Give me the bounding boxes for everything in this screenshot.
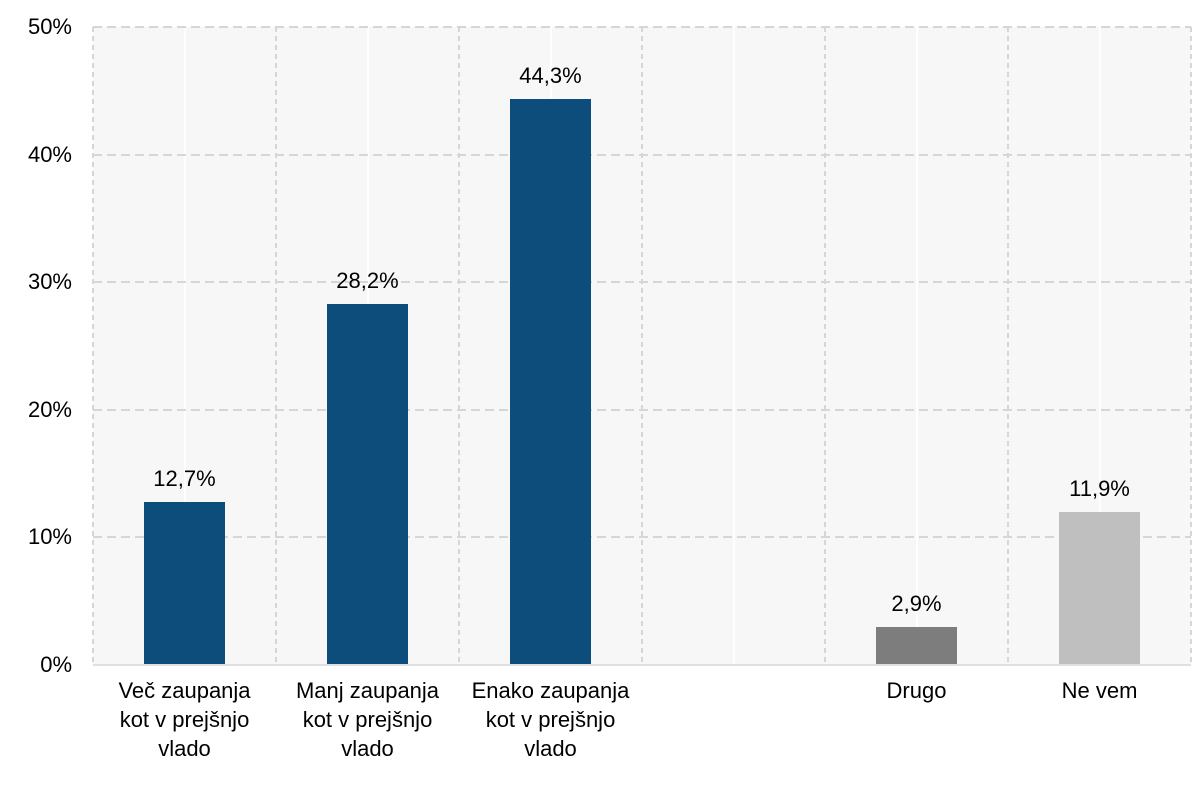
y-axis-tick-label: 10% <box>27 524 72 550</box>
x-axis-label-line: vlado <box>341 736 394 761</box>
category-center-line <box>915 27 918 665</box>
x-axis-category-label: Več zaupanja kot v prejšnjo vlado <box>81 676 288 763</box>
x-axis-label-line: vlado <box>158 736 211 761</box>
y-axis-tick-label: 30% <box>27 269 72 295</box>
x-axis-label-line: Več zaupanja <box>118 678 251 703</box>
vertical-gridline <box>824 27 826 665</box>
x-axis-label-line: vlado <box>524 736 577 761</box>
vertical-gridline <box>1007 27 1009 665</box>
bar-ve-zaupanja-kot-v-prej-njo-vlado <box>144 501 225 664</box>
bar-enako-zaupanja-kot-v-prej-njo-vlado <box>510 98 591 664</box>
x-axis-line <box>93 664 1191 666</box>
bar-value-label-drugo: 2,9% <box>891 590 942 616</box>
bar-value-label-ne-vem: 11,9% <box>1069 476 1130 502</box>
bar-value-label-manj-zaupanja-kot-v-prej-njo-vlado: 28,2% <box>336 268 399 294</box>
y-axis-tick-label: 40% <box>27 141 72 167</box>
bar-drugo <box>876 626 957 664</box>
y-axis-tick-label: 0% <box>40 652 72 677</box>
x-axis-label-line: kot v prejšnjo <box>302 707 433 732</box>
vertical-gridline <box>1190 27 1192 665</box>
x-axis-label-line: Ne vem <box>1061 678 1138 703</box>
horizontal-gridline <box>93 153 1191 156</box>
x-axis-category-label: Drugo <box>813 676 1020 705</box>
x-axis-label-line: kot v prejšnjo <box>485 707 616 732</box>
bar-value-label-ve-zaupanja-kot-v-prej-njo-vlado: 12,7% <box>153 465 216 491</box>
horizontal-gridline <box>93 281 1191 284</box>
vertical-gridline <box>92 27 94 665</box>
bar-ne-vem <box>1059 512 1140 664</box>
vertical-gridline <box>275 27 277 665</box>
x-axis-label-line: Enako zaupanja <box>471 678 630 703</box>
x-axis-category-label: Manj zaupanja kot v prejšnjo vlado <box>264 676 471 763</box>
vertical-gridline <box>641 27 643 665</box>
y-axis-tick-label: 20% <box>27 396 72 422</box>
bar-value-label-enako-zaupanja-kot-v-prej-njo-vlado: 44,3% <box>519 62 582 88</box>
x-axis-label-line: Manj zaupanja <box>295 678 440 703</box>
x-axis-label-line: Drugo <box>886 678 947 703</box>
category-center-line <box>732 27 735 665</box>
horizontal-gridline <box>93 26 1191 28</box>
category-center-line <box>1098 27 1101 665</box>
bar-manj-zaupanja-kot-v-prej-njo-vlado <box>327 304 408 664</box>
x-axis-category-label: Enako zaupanja kot v prejšnjo vlado <box>447 676 654 763</box>
x-axis-category-label: Ne vem <box>996 676 1196 705</box>
horizontal-gridline <box>93 536 1191 539</box>
category-center-line <box>183 27 186 665</box>
horizontal-gridline <box>93 408 1191 411</box>
x-axis-label-line: kot v prejšnjo <box>119 707 250 732</box>
vertical-gridline <box>458 27 460 665</box>
y-axis-tick-label: 50% <box>27 14 72 39</box>
